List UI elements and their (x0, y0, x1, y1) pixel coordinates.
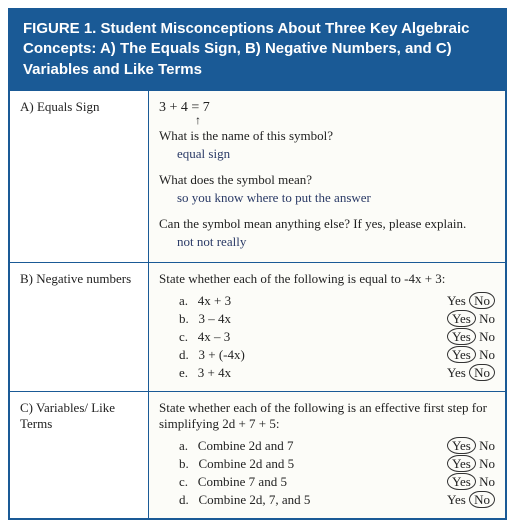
no-option: No (469, 292, 495, 309)
row-a-a3: not not really (177, 234, 495, 250)
option-text: b. Combine 2d and 5 (179, 456, 294, 472)
option-text: a. 4x + 3 (179, 293, 231, 309)
yes-option: Yes (447, 328, 476, 345)
row-c-prompt: State whether each of the following is a… (159, 400, 495, 432)
figure-container: FIGURE 1. Student Misconceptions About T… (8, 8, 507, 520)
yes-option: Yes (447, 455, 476, 472)
no-option: No (479, 311, 495, 326)
row-a-content: 3 + 4 = 7 ↑ What is the name of this sym… (149, 90, 506, 262)
no-option: No (479, 438, 495, 453)
yes-option: Yes (447, 310, 476, 327)
yes-option: Yes (447, 365, 466, 380)
row-a-label: A) Equals Sign (10, 90, 149, 262)
list-item: e. 3 + 4x Yes No (179, 365, 495, 381)
option-text: a. Combine 2d and 7 (179, 438, 293, 454)
yes-option: Yes (447, 473, 476, 490)
yes-no-choice: Yes No (447, 329, 495, 345)
yes-no-choice: Yes No (447, 474, 495, 490)
list-item: d. 3 + (-4x) Yes No (179, 347, 495, 363)
yes-no-choice: Yes No (447, 347, 495, 363)
list-item: b. 3 – 4x Yes No (179, 311, 495, 327)
row-b-list: a. 4x + 3 Yes No b. 3 – 4x Yes No c. 4x – 3 Y… (159, 293, 495, 381)
row-variables-like-terms: C) Variables/ Like Terms State whether e… (10, 391, 506, 518)
no-option: No (469, 491, 495, 508)
list-item: a. Combine 2d and 7 Yes No (179, 438, 495, 454)
row-a-a1: equal sign (177, 146, 495, 162)
row-a-q2: What does the symbol mean? (159, 172, 495, 188)
row-b-prompt: State whether each of the following is e… (159, 271, 495, 287)
option-text: c. Combine 7 and 5 (179, 474, 287, 490)
yes-no-choice: Yes No (447, 365, 495, 381)
row-negative-numbers: B) Negative numbers State whether each o… (10, 262, 506, 391)
up-arrow-icon: ↑ (195, 114, 201, 126)
option-text: e. 3 + 4x (179, 365, 231, 381)
row-c-content: State whether each of the following is a… (149, 391, 506, 518)
list-item: c. 4x – 3 Yes No (179, 329, 495, 345)
yes-option: Yes (447, 293, 466, 308)
row-a-q3: Can the symbol mean anything else? If ye… (159, 216, 495, 232)
row-b-label: B) Negative numbers (10, 262, 149, 391)
row-a-q1: What is the name of this symbol? (159, 128, 495, 144)
row-equals-sign: A) Equals Sign 3 + 4 = 7 ↑ What is the n… (10, 90, 506, 262)
list-item: b. Combine 2d and 5 Yes No (179, 456, 495, 472)
row-a-a2: so you know where to put the answer (177, 190, 495, 206)
no-option: No (479, 474, 495, 489)
yes-option: Yes (447, 437, 476, 454)
list-item: c. Combine 7 and 5 Yes No (179, 474, 495, 490)
yes-option: Yes (447, 492, 466, 507)
yes-no-choice: Yes No (447, 311, 495, 327)
no-option: No (469, 364, 495, 381)
option-text: c. 4x – 3 (179, 329, 230, 345)
figure-table: A) Equals Sign 3 + 4 = 7 ↑ What is the n… (9, 90, 506, 519)
option-text: d. 3 + (-4x) (179, 347, 245, 363)
list-item: a. 4x + 3 Yes No (179, 293, 495, 309)
list-item: d. Combine 2d, 7, and 5 Yes No (179, 492, 495, 508)
yes-no-choice: Yes No (447, 492, 495, 508)
figure-title: FIGURE 1. Student Misconceptions About T… (9, 9, 506, 90)
row-a-expression: 3 + 4 = 7 ↑ (159, 100, 210, 116)
expression-text: 3 + 4 = 7 (159, 100, 210, 115)
no-option: No (479, 347, 495, 362)
yes-option: Yes (447, 346, 476, 363)
no-option: No (479, 329, 495, 344)
row-c-label: C) Variables/ Like Terms (10, 391, 149, 518)
yes-no-choice: Yes No (447, 293, 495, 309)
option-text: b. 3 – 4x (179, 311, 231, 327)
option-text: d. Combine 2d, 7, and 5 (179, 492, 310, 508)
no-option: No (479, 456, 495, 471)
yes-no-choice: Yes No (447, 456, 495, 472)
row-c-list: a. Combine 2d and 7Yes Nob. Combine 2d a… (159, 438, 495, 508)
row-b-content: State whether each of the following is e… (149, 262, 506, 391)
yes-no-choice: Yes No (447, 438, 495, 454)
